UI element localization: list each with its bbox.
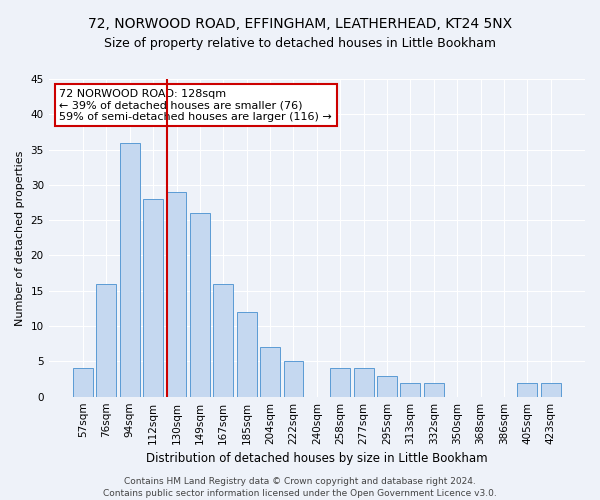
Bar (73, 368, 93, 396)
Text: Contains HM Land Registry data © Crown copyright and database right 2024.
Contai: Contains HM Land Registry data © Crown c… (103, 476, 497, 498)
Bar (97, 284, 116, 397)
Text: 72, NORWOOD ROAD, EFFINGHAM, LEATHERHEAD, KT24 5NX: 72, NORWOOD ROAD, EFFINGHAM, LEATHERHEAD… (88, 18, 512, 32)
Bar (353, 368, 374, 396)
Text: 72 NORWOOD ROAD: 128sqm
← 39% of detached houses are smaller (76)
59% of semi-de: 72 NORWOOD ROAD: 128sqm ← 39% of detache… (59, 88, 332, 122)
Bar (120, 142, 140, 396)
Bar (330, 368, 350, 396)
Text: Size of property relative to detached houses in Little Bookham: Size of property relative to detached ho… (104, 38, 496, 51)
Bar (167, 192, 187, 396)
Bar (517, 382, 537, 396)
Bar (190, 213, 210, 396)
Bar (400, 382, 421, 396)
Bar (377, 376, 397, 396)
Bar (424, 382, 443, 396)
Bar (284, 362, 304, 396)
Bar (541, 382, 560, 396)
Bar (260, 348, 280, 397)
Bar (143, 199, 163, 396)
Bar (237, 312, 257, 396)
Y-axis label: Number of detached properties: Number of detached properties (15, 150, 25, 326)
Bar (214, 284, 233, 397)
X-axis label: Distribution of detached houses by size in Little Bookham: Distribution of detached houses by size … (146, 452, 488, 465)
